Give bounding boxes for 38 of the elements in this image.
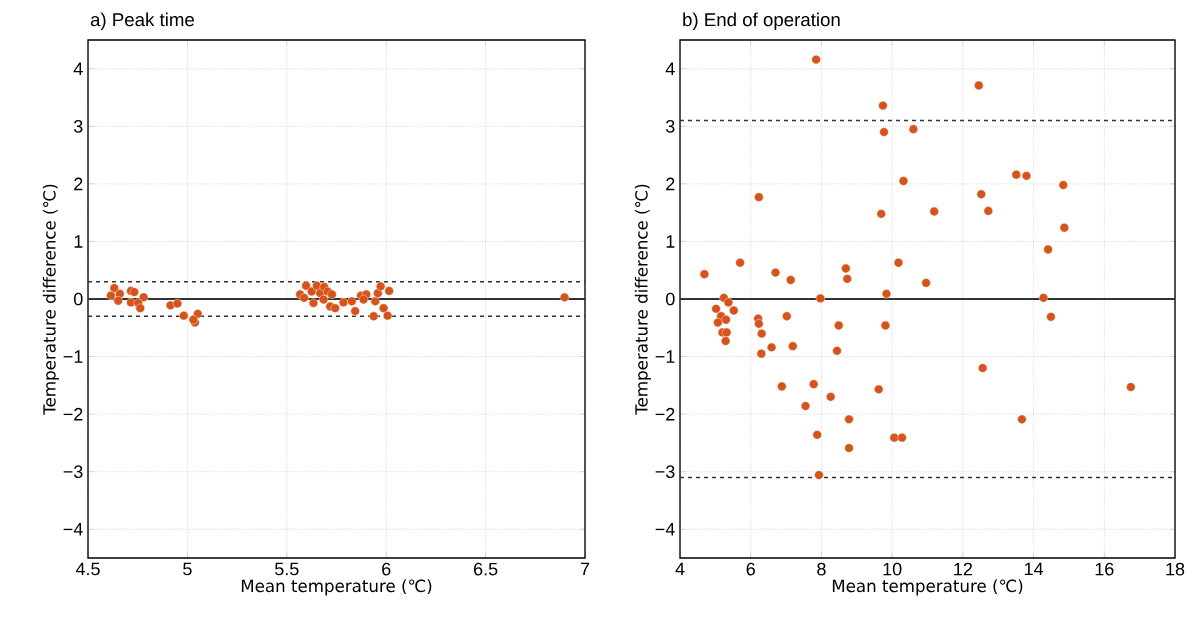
y-axis-title: Temperature difference (℃)	[42, 184, 59, 415]
chart-title: a) Peak time	[90, 12, 194, 30]
y-tick-label: 2	[74, 177, 83, 191]
y-tick-label: −4	[63, 523, 83, 536]
y-tick-label: −2	[63, 407, 83, 421]
x-tick-label: 4.5	[75, 562, 100, 576]
y-tick-label: 2	[666, 177, 675, 191]
y-tick-label: −1	[655, 350, 675, 363]
y-tick-label: −4	[655, 523, 675, 536]
x-tick-label: 7	[580, 562, 590, 576]
x-tick-label: 12	[954, 562, 972, 576]
x-tick-label: 14	[1024, 562, 1044, 576]
x-tick-label: 6	[746, 562, 755, 576]
x-tick-label: 18	[1166, 562, 1185, 576]
x-tick-label: 5	[183, 562, 192, 576]
y-tick-label: 1	[666, 235, 675, 248]
y-tick-label: −1	[63, 350, 83, 363]
x-tick-label: 10	[883, 562, 902, 576]
x-tick-label: 6.5	[474, 562, 498, 576]
y-tick-label: 3	[665, 119, 675, 133]
x-tick-label: 4	[675, 562, 685, 576]
chart-title: b) End of operation	[683, 12, 840, 30]
y-tick-label: 3	[73, 119, 83, 133]
y-axis-title: Temperature difference (℃)	[634, 184, 651, 415]
y-tick-label: 4	[73, 62, 83, 75]
x-tick-label: 16	[1095, 562, 1114, 576]
y-tick-label: 0	[666, 292, 675, 306]
x-tick-label: 6	[382, 562, 391, 576]
x-axis-title: Mean temperature (℃)	[241, 579, 432, 596]
x-tick-label: 8	[817, 562, 826, 576]
y-tick-label: −3	[63, 465, 83, 479]
y-tick-label: −3	[655, 465, 675, 479]
x-axis-title: Mean temperature (℃)	[832, 579, 1023, 596]
x-tick-label: 5.5	[275, 562, 299, 576]
y-tick-label: −2	[655, 407, 675, 421]
y-tick-label: 4	[665, 62, 675, 75]
y-tick-label: 1	[74, 235, 83, 248]
y-tick-label: 0	[74, 292, 83, 306]
